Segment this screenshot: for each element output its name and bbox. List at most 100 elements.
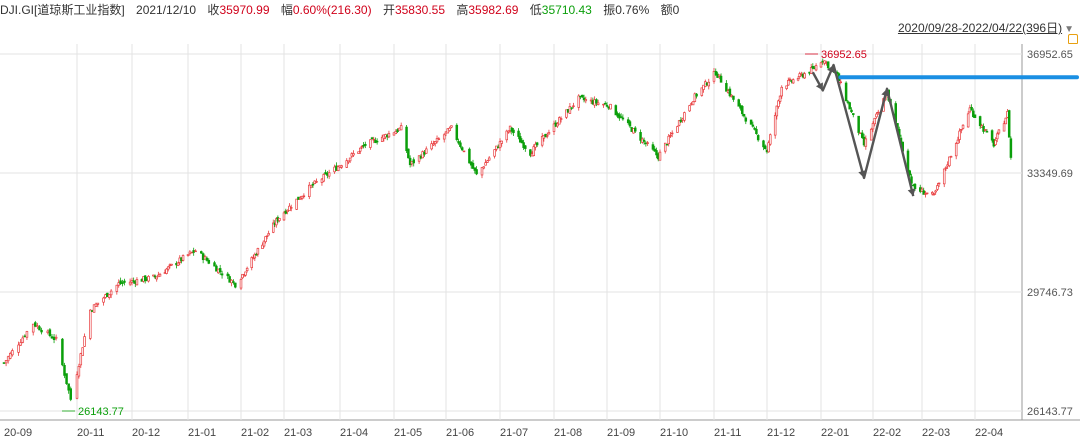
candle-body	[61, 338, 64, 366]
candle-body	[972, 110, 975, 117]
candle-body	[628, 121, 632, 127]
date-range-selector[interactable]: 2020/09/28-2022/04/22(396日) ▼	[898, 20, 1074, 36]
candle-body	[639, 132, 642, 141]
date-range-text[interactable]: 2020/09/28-2022/04/22(396日)	[897, 21, 1063, 35]
candle-body	[192, 250, 195, 253]
x-tick-label: 22-04	[975, 427, 1003, 439]
x-tick-label: 21-10	[660, 427, 688, 439]
candle-body	[487, 157, 491, 161]
candle-body	[181, 255, 185, 261]
candle-body	[480, 167, 484, 176]
candle-body	[665, 143, 669, 146]
candle-body	[568, 106, 572, 114]
candle-body	[714, 71, 718, 76]
candle-body	[345, 160, 349, 168]
candle-body	[762, 140, 765, 148]
candle-body	[978, 116, 982, 127]
candle-body	[102, 297, 105, 303]
candle-body	[289, 207, 293, 209]
candle-body	[767, 142, 770, 153]
x-tick-label: 21-03	[284, 427, 312, 439]
candle-body	[780, 86, 783, 97]
symbol-name: DJI.GI[道琼斯工业指数]	[0, 3, 125, 17]
triangle-down-icon[interactable]: ▼	[1064, 24, 1074, 35]
candle-body	[347, 160, 350, 163]
candle-body	[985, 131, 989, 133]
candle-body	[846, 101, 850, 103]
candle-body	[997, 129, 1001, 134]
candle-body	[994, 140, 997, 146]
candle-body	[860, 132, 864, 138]
candle-body	[275, 218, 278, 226]
candle-body	[375, 140, 379, 143]
candle-body	[369, 139, 372, 148]
x-tick-label: 21-04	[340, 427, 368, 439]
candle-body	[421, 151, 424, 159]
candle-body	[220, 273, 224, 276]
candle-body	[960, 129, 963, 131]
x-tick-label: 21-08	[554, 427, 582, 439]
candle-body	[36, 325, 39, 328]
candle-body	[823, 60, 826, 64]
candle-body	[1007, 110, 1011, 138]
candle-body	[1002, 123, 1006, 132]
candle-body	[315, 181, 318, 183]
candle-body	[9, 353, 12, 359]
close-value: 35970.99	[219, 3, 270, 17]
candle-body	[165, 268, 168, 274]
candle-body	[670, 132, 674, 135]
candle-body	[48, 329, 52, 336]
candle-body	[934, 190, 937, 193]
candle-body	[552, 123, 556, 132]
candle-body	[663, 142, 667, 152]
candle-body	[700, 87, 704, 96]
candle-body	[302, 195, 306, 198]
candle-body	[984, 129, 987, 131]
pattern-arrowhead	[858, 170, 867, 178]
candle-body	[741, 106, 744, 115]
candle-body	[299, 197, 302, 200]
candle-body	[595, 99, 598, 104]
pattern-arrowhead	[827, 64, 835, 73]
candle-body	[958, 130, 961, 140]
candle-body	[811, 66, 815, 69]
candle-body	[507, 130, 510, 133]
candle-body	[646, 142, 649, 144]
candle-body	[556, 123, 559, 127]
candle-body	[357, 151, 360, 154]
candle-body	[572, 105, 575, 107]
candle-body	[669, 134, 672, 137]
candle-body	[435, 138, 439, 143]
pattern-arrowhead	[907, 188, 916, 197]
candle-body	[857, 115, 860, 133]
candle-body	[787, 80, 790, 86]
candle-body	[852, 113, 855, 115]
candle-body	[348, 157, 352, 162]
pattern-arrowhead	[881, 88, 890, 97]
lock-icon[interactable]	[1068, 34, 1078, 44]
candle-body	[396, 129, 399, 132]
high-annotation: 36952.65	[821, 49, 867, 61]
candle-body	[230, 279, 233, 284]
candle-body	[63, 364, 66, 376]
candle-body	[459, 142, 462, 147]
low-value: 35710.43	[541, 3, 592, 17]
candle-body	[942, 168, 946, 185]
candle-body	[215, 265, 218, 272]
candle-body	[524, 145, 527, 149]
candle-body	[763, 145, 767, 149]
candle-body	[995, 133, 999, 140]
candle-body	[819, 62, 823, 68]
candle-body	[990, 130, 994, 141]
candle-body	[728, 88, 732, 97]
candle-body	[936, 185, 939, 190]
candle-body	[69, 388, 72, 400]
candle-body	[693, 93, 697, 102]
candle-body	[651, 144, 655, 150]
candle-body	[796, 78, 800, 81]
candle-body	[437, 138, 441, 140]
candle-body	[194, 250, 197, 253]
candle-body	[658, 151, 662, 161]
candle-body	[264, 236, 267, 243]
